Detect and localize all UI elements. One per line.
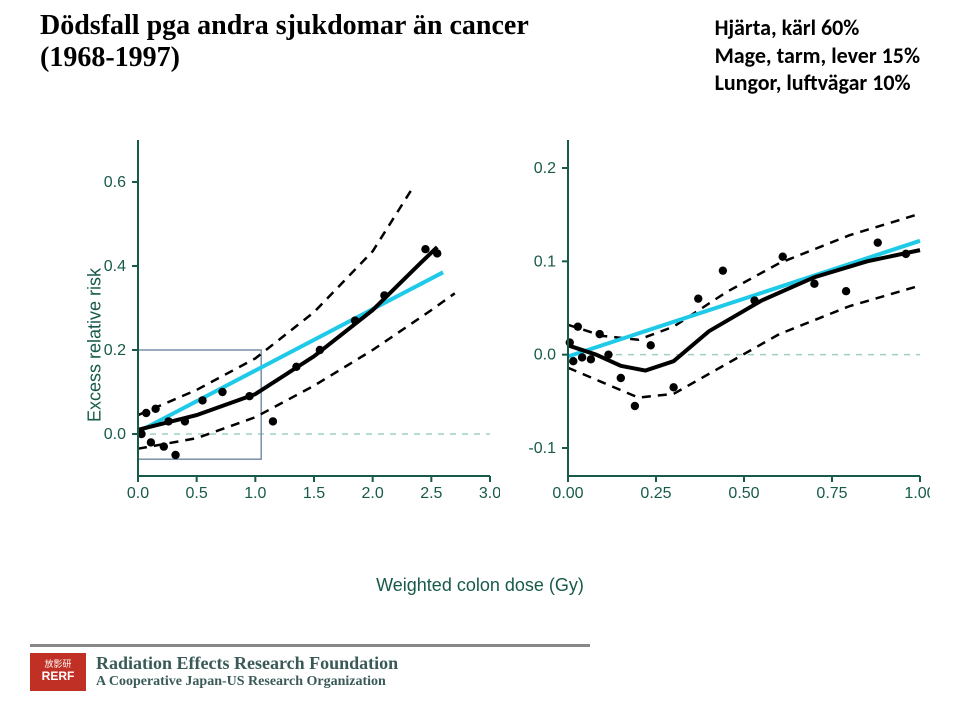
chart-area: Excess relative risk Weighted colon dose… [30,130,930,560]
title-line2: (1968-1997) [40,42,529,74]
svg-text:0.00: 0.00 [552,485,583,502]
svg-text:2.5: 2.5 [420,485,442,502]
svg-text:0.0: 0.0 [127,485,149,502]
svg-text:0.2: 0.2 [534,160,556,177]
footer-divider [30,644,590,647]
svg-text:0.6: 0.6 [104,174,126,191]
footer-line2: A Cooperative Japan-US Research Organiza… [96,674,398,689]
legend-line-1: Hjärta, kärl 60% [715,14,920,42]
svg-text:0.4: 0.4 [104,258,126,275]
svg-text:1.5: 1.5 [303,485,325,502]
x-axis-title: Weighted colon dose (Gy) [376,575,584,596]
svg-text:1.0: 1.0 [244,485,266,502]
svg-text:0.75: 0.75 [816,485,847,502]
svg-text:0.50: 0.50 [728,485,759,502]
svg-text:0.5: 0.5 [186,485,208,502]
legend-line-2: Mage, tarm, lever 15% [715,42,920,70]
svg-text:0.2: 0.2 [104,342,126,359]
logo-jp: 放影研 [44,660,71,669]
svg-text:0.1: 0.1 [534,253,556,270]
svg-text:3.0: 3.0 [479,485,500,502]
legend-line-3: Lungor, luftvägar 10% [715,69,920,97]
header: Dödsfall pga andra sjukdomar än cancer (… [40,10,920,97]
svg-text:0.0: 0.0 [104,426,126,443]
page-title: Dödsfall pga andra sjukdomar än cancer (… [40,10,529,74]
svg-text:0.0: 0.0 [534,347,556,364]
legend: Hjärta, kärl 60% Mage, tarm, lever 15% L… [715,14,920,97]
svg-text:1.00: 1.00 [904,485,930,502]
footer-text: Radiation Effects Research Foundation A … [96,654,398,689]
svg-text:2.0: 2.0 [362,485,384,502]
svg-text:0.25: 0.25 [640,485,671,502]
svg-text:-0.1: -0.1 [528,440,556,457]
right-chart: 0.00 0.25 0.50 0.75 1.00 -0.1 0.0 0.1 0.2 [520,130,930,510]
title-line1: Dödsfall pga andra sjukdomar än cancer [40,10,529,42]
left-chart: 0.0 0.5 1.0 1.5 2.0 2.5 3.0 0.0 0.2 0.4 0.6 [90,130,500,510]
footer: 放影研 RERF Radiation Effects Research Foun… [30,644,590,691]
logo-en: RERF [42,669,75,683]
rerf-logo-icon: 放影研 RERF [30,653,86,691]
footer-line1: Radiation Effects Research Foundation [96,654,398,674]
